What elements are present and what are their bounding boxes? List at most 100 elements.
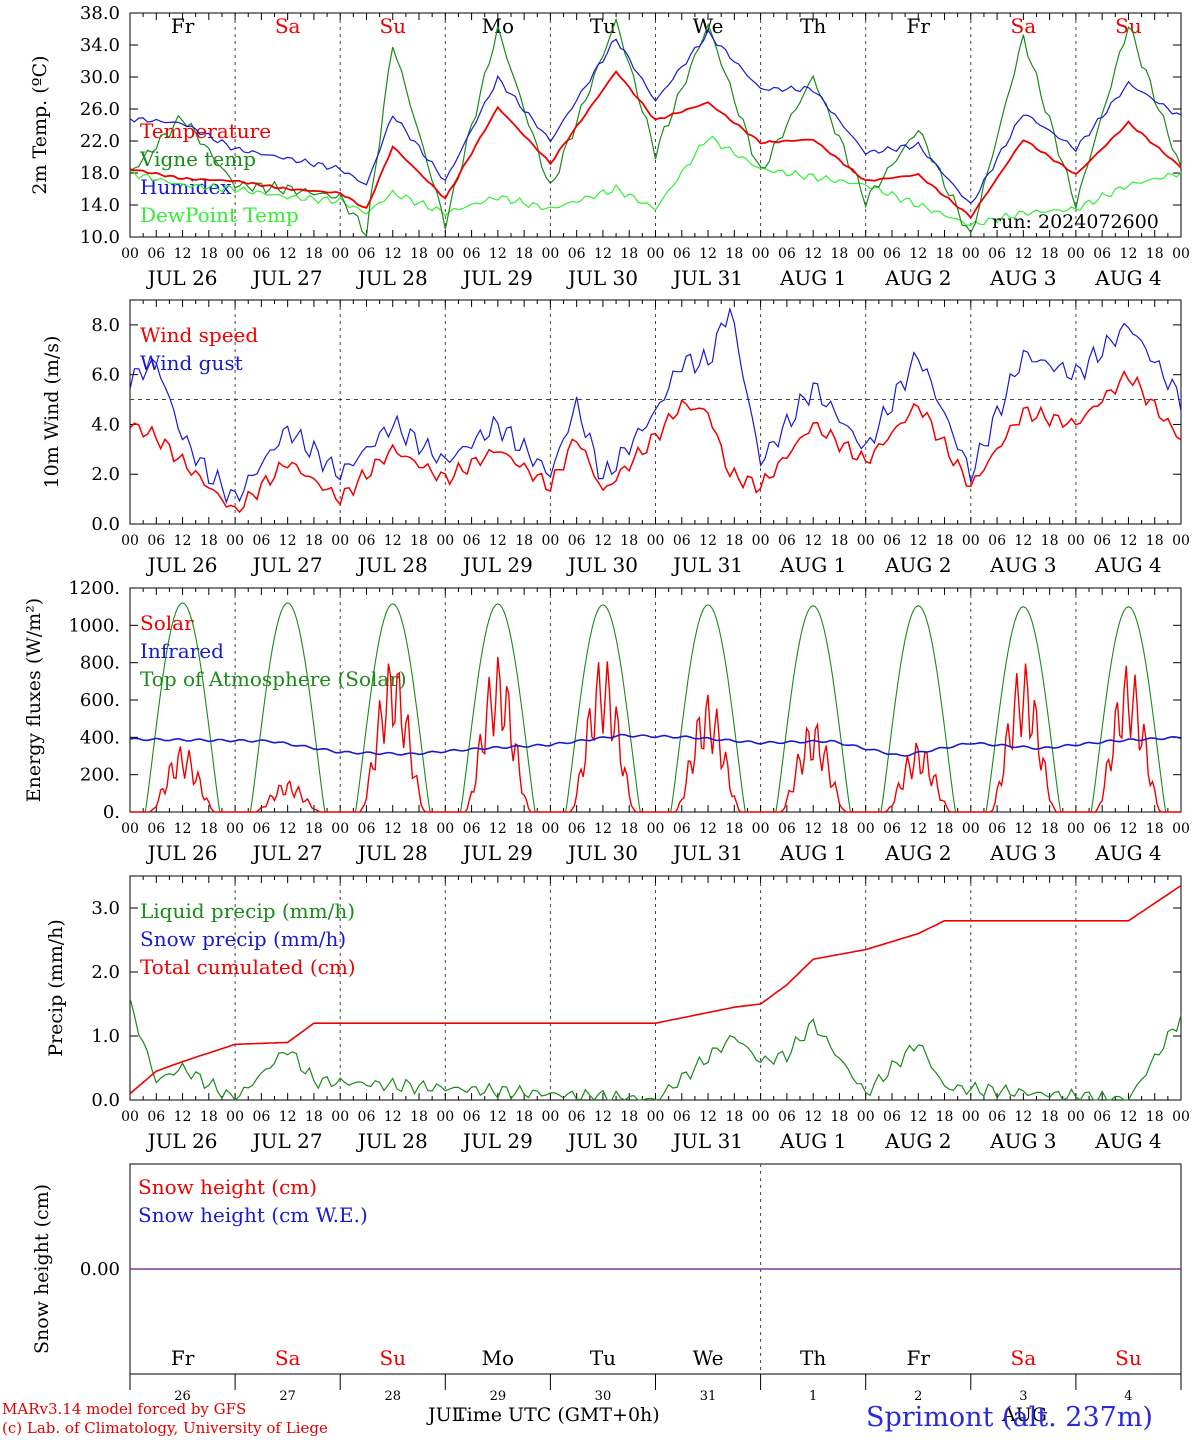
day-number: 2 xyxy=(914,1389,922,1404)
hour-label: 06 xyxy=(568,246,586,262)
hour-label: 06 xyxy=(1093,533,1111,549)
y-tick-label: 34.0 xyxy=(80,35,120,56)
hour-label: 00 xyxy=(1172,246,1190,262)
day-name: Th xyxy=(800,1346,826,1370)
legend-entry: Snow height (cm W.E.) xyxy=(138,1203,368,1227)
legend-entry: Liquid precip (mm/h) xyxy=(140,899,355,923)
hour-label: 18 xyxy=(620,246,638,262)
date-label: JUL 28 xyxy=(356,841,428,865)
hour-label: 12 xyxy=(384,533,402,549)
hour-label: 00 xyxy=(962,1109,980,1125)
hour-label: 00 xyxy=(1172,1109,1190,1125)
hour-label: 12 xyxy=(699,533,717,549)
date-label: AUG 3 xyxy=(989,841,1056,865)
y-axis-label: Snow height (cm) xyxy=(31,1184,53,1354)
hour-label: 18 xyxy=(515,1109,533,1125)
series-line xyxy=(129,70,1182,220)
hour-label: 00 xyxy=(752,821,770,837)
y-tick-label: 6.0 xyxy=(91,365,120,386)
date-label: JUL 27 xyxy=(251,266,323,290)
day-number: 26 xyxy=(174,1389,191,1404)
hour-label: 12 xyxy=(804,533,822,549)
run-label: run: 2024072600 xyxy=(992,211,1159,233)
hour-label: 18 xyxy=(725,533,743,549)
hour-label: 00 xyxy=(436,1109,454,1125)
hour-label: 00 xyxy=(1067,533,1085,549)
hour-label: 00 xyxy=(962,246,980,262)
date-label: AUG 2 xyxy=(884,266,951,290)
day-name: Tu xyxy=(590,14,616,38)
day-number: 3 xyxy=(1019,1389,1027,1404)
date-label: JUL 26 xyxy=(146,1129,218,1153)
hour-label: 06 xyxy=(252,821,270,837)
precip-panel: 0.0 1.0 2.0 3.0 Precip (mm/h) 00 06 12 18 00 06 12 1… xyxy=(45,875,1190,1153)
hour-label: 00 xyxy=(331,246,349,262)
hour-label: 18 xyxy=(305,533,323,549)
y-tick-label: 8.0 xyxy=(91,315,120,336)
date-label: AUG 2 xyxy=(884,841,951,865)
hour-label: 06 xyxy=(568,533,586,549)
hour-label: 00 xyxy=(436,246,454,262)
series-line xyxy=(129,17,1182,238)
hour-label: 18 xyxy=(305,821,323,837)
series-line xyxy=(129,135,1182,226)
day-name: Fr xyxy=(171,1346,195,1370)
date-label: JUL 30 xyxy=(566,1129,638,1153)
day-name: Mo xyxy=(482,1346,515,1370)
day-name: Tu xyxy=(590,1346,616,1370)
series-line xyxy=(129,28,1182,204)
hour-label: 18 xyxy=(1146,821,1164,837)
day-number: 30 xyxy=(595,1389,612,1404)
hour-label: 12 xyxy=(489,246,507,262)
credits-line1: MARv3.14 model forced by GFS xyxy=(2,1400,247,1418)
y-tick-label: 3.0 xyxy=(91,898,120,919)
hour-label: 06 xyxy=(463,1109,481,1125)
hour-label: 00 xyxy=(1067,246,1085,262)
date-label: JUL 26 xyxy=(146,553,218,577)
hour-label: 18 xyxy=(305,1109,323,1125)
hour-label: 12 xyxy=(909,821,927,837)
series-line xyxy=(129,733,1182,757)
hour-label: 18 xyxy=(515,821,533,837)
day-name: Sa xyxy=(1011,14,1037,38)
energy-panel: 0. 200. 400. 600. 800. 1000. 1200. Energy fluxe… xyxy=(23,578,1190,865)
hour-label: 00 xyxy=(1172,533,1190,549)
day-name: Su xyxy=(379,14,406,38)
series-line xyxy=(130,656,1181,813)
legend-entry: Total cumulated (cm) xyxy=(140,955,356,979)
date-label: JUL 31 xyxy=(671,266,743,290)
hour-label: 12 xyxy=(279,821,297,837)
y-tick-label: 14.0 xyxy=(80,195,120,216)
hour-label: 06 xyxy=(463,821,481,837)
month-label-aug: AUG xyxy=(1002,1404,1047,1426)
hour-label: 06 xyxy=(463,533,481,549)
hour-label: 00 xyxy=(121,533,139,549)
date-label: AUG 4 xyxy=(1094,553,1161,577)
hour-label: 00 xyxy=(436,533,454,549)
legend-entry: Temperature xyxy=(140,119,271,143)
hour-label: 00 xyxy=(857,1109,875,1125)
legend-entry: Solar xyxy=(140,611,194,635)
hour-label: 18 xyxy=(200,1109,218,1125)
hour-label: 12 xyxy=(279,533,297,549)
date-label: JUL 27 xyxy=(251,1129,323,1153)
y-tick-label: 1.0 xyxy=(91,1026,120,1047)
series-line xyxy=(129,306,1182,505)
hour-label: 12 xyxy=(279,1109,297,1125)
day-name: Fr xyxy=(907,1346,931,1370)
hour-label: 12 xyxy=(804,821,822,837)
hour-label: 18 xyxy=(1146,246,1164,262)
y-tick-label: 22.0 xyxy=(80,131,120,152)
date-label: AUG 1 xyxy=(779,266,846,290)
hour-label: 06 xyxy=(883,821,901,837)
hour-label: 06 xyxy=(358,1109,376,1125)
hour-label: 18 xyxy=(1041,533,1059,549)
date-label: AUG 3 xyxy=(989,553,1056,577)
hour-label: 12 xyxy=(594,1109,612,1125)
hour-label: 18 xyxy=(620,821,638,837)
hour-label: 00 xyxy=(857,533,875,549)
hour-label: 06 xyxy=(778,1109,796,1125)
hour-label: 06 xyxy=(147,821,165,837)
hour-label: 06 xyxy=(568,821,586,837)
hour-label: 06 xyxy=(568,1109,586,1125)
